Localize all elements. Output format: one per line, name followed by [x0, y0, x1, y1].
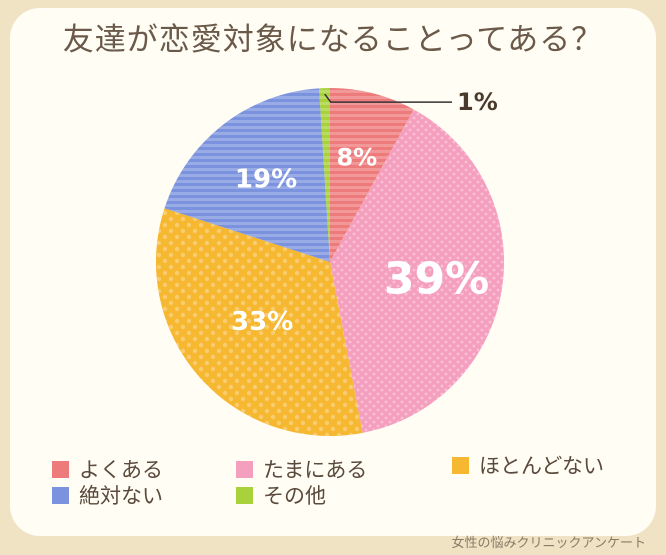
chart-title: 友達が恋愛対象になることってある？ [62, 22, 604, 58]
slice-label: 19% [235, 165, 297, 195]
pie-slice-texture [156, 208, 363, 436]
footer-source: 女性の悩みクリニックアンケート [451, 536, 646, 551]
slice-label: 8% [336, 144, 377, 172]
pie-slice-texture [330, 109, 504, 433]
slice-label: 33% [231, 307, 293, 337]
leader-line [324, 93, 452, 103]
pie-slice-texture [319, 88, 330, 262]
pie-slice-texture [330, 88, 414, 262]
pie-slice-texture [164, 88, 330, 262]
slice-label: 39% [384, 253, 489, 304]
slice-label-outside: 1% [457, 88, 498, 116]
